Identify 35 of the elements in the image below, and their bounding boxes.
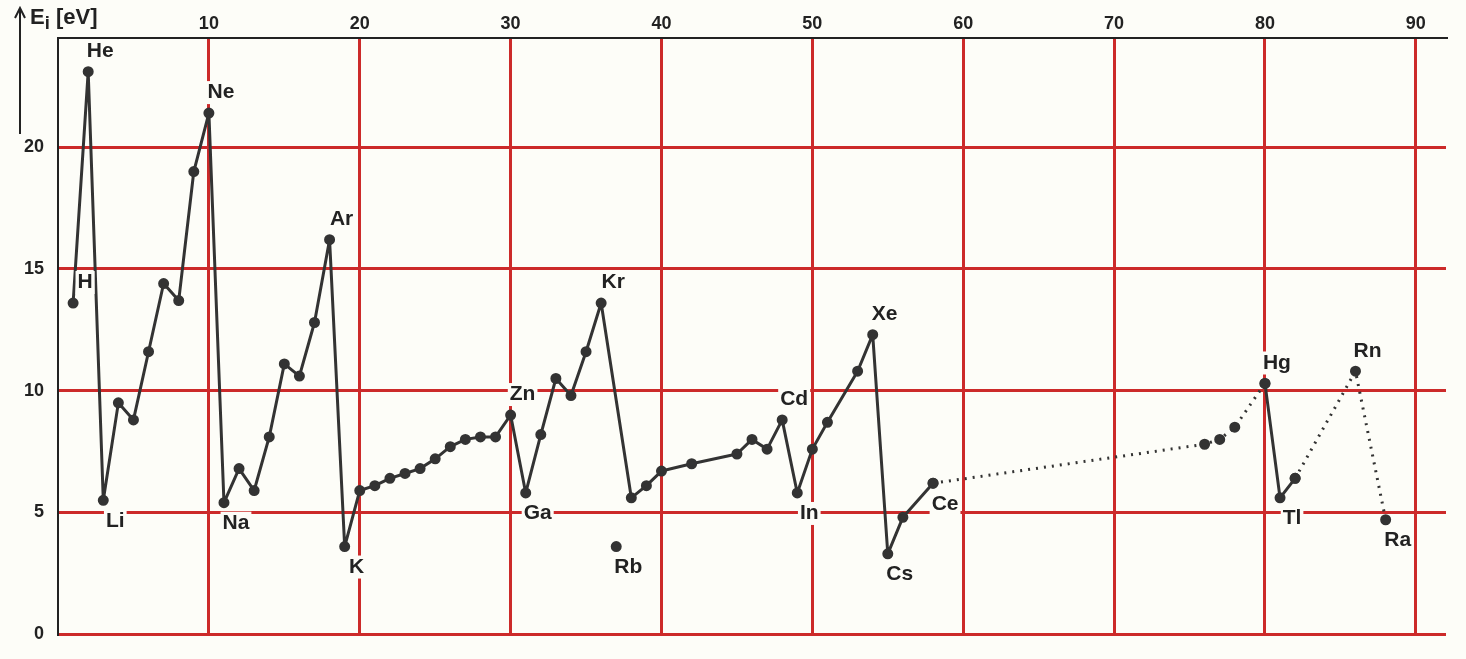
- annotation: Li: [105, 507, 125, 531]
- annotation: Cs: [886, 561, 914, 585]
- annotation: Ga: [523, 500, 553, 524]
- annotation: Cd: [780, 386, 809, 410]
- x-tick-label: 40: [651, 12, 672, 33]
- x-tick-label: 20: [349, 12, 370, 33]
- annotation: Xe: [871, 300, 898, 324]
- x-tick-label: 30: [500, 12, 521, 33]
- y-tick-label: 0: [34, 623, 45, 644]
- annotation: Na: [222, 510, 250, 533]
- annotation: He: [86, 37, 114, 61]
- annotation: Ce: [931, 490, 959, 514]
- annotation: Ar: [329, 206, 354, 230]
- y-tick-label: 20: [23, 136, 45, 157]
- annotation: Rb: [614, 553, 643, 577]
- x-tick-label: 70: [1104, 12, 1125, 33]
- x-tick-label: 90: [1405, 12, 1426, 33]
- annotation: Ra: [1384, 527, 1412, 551]
- annotation: K: [349, 553, 365, 577]
- annotation: Rn: [1353, 337, 1382, 361]
- x-tick-label: 80: [1254, 12, 1275, 33]
- annotation: Kr: [601, 269, 625, 293]
- x-tick-label: 60: [953, 12, 974, 33]
- annotation: In: [799, 500, 819, 524]
- annotation: H: [77, 269, 93, 293]
- y-tick-label: 15: [23, 257, 45, 278]
- annotation: Hg: [1262, 349, 1291, 373]
- x-tick-label: 10: [198, 12, 219, 33]
- annotation: Tl: [1282, 505, 1302, 529]
- annotation: Ne: [207, 79, 235, 103]
- x-tick-label: 50: [802, 12, 823, 33]
- y-axis-title: E$_{i}$ [eV]: [30, 4, 98, 35]
- annotation: Zn: [509, 381, 536, 405]
- y-tick-label: 10: [23, 379, 45, 400]
- y-tick-label: 5: [34, 501, 45, 522]
